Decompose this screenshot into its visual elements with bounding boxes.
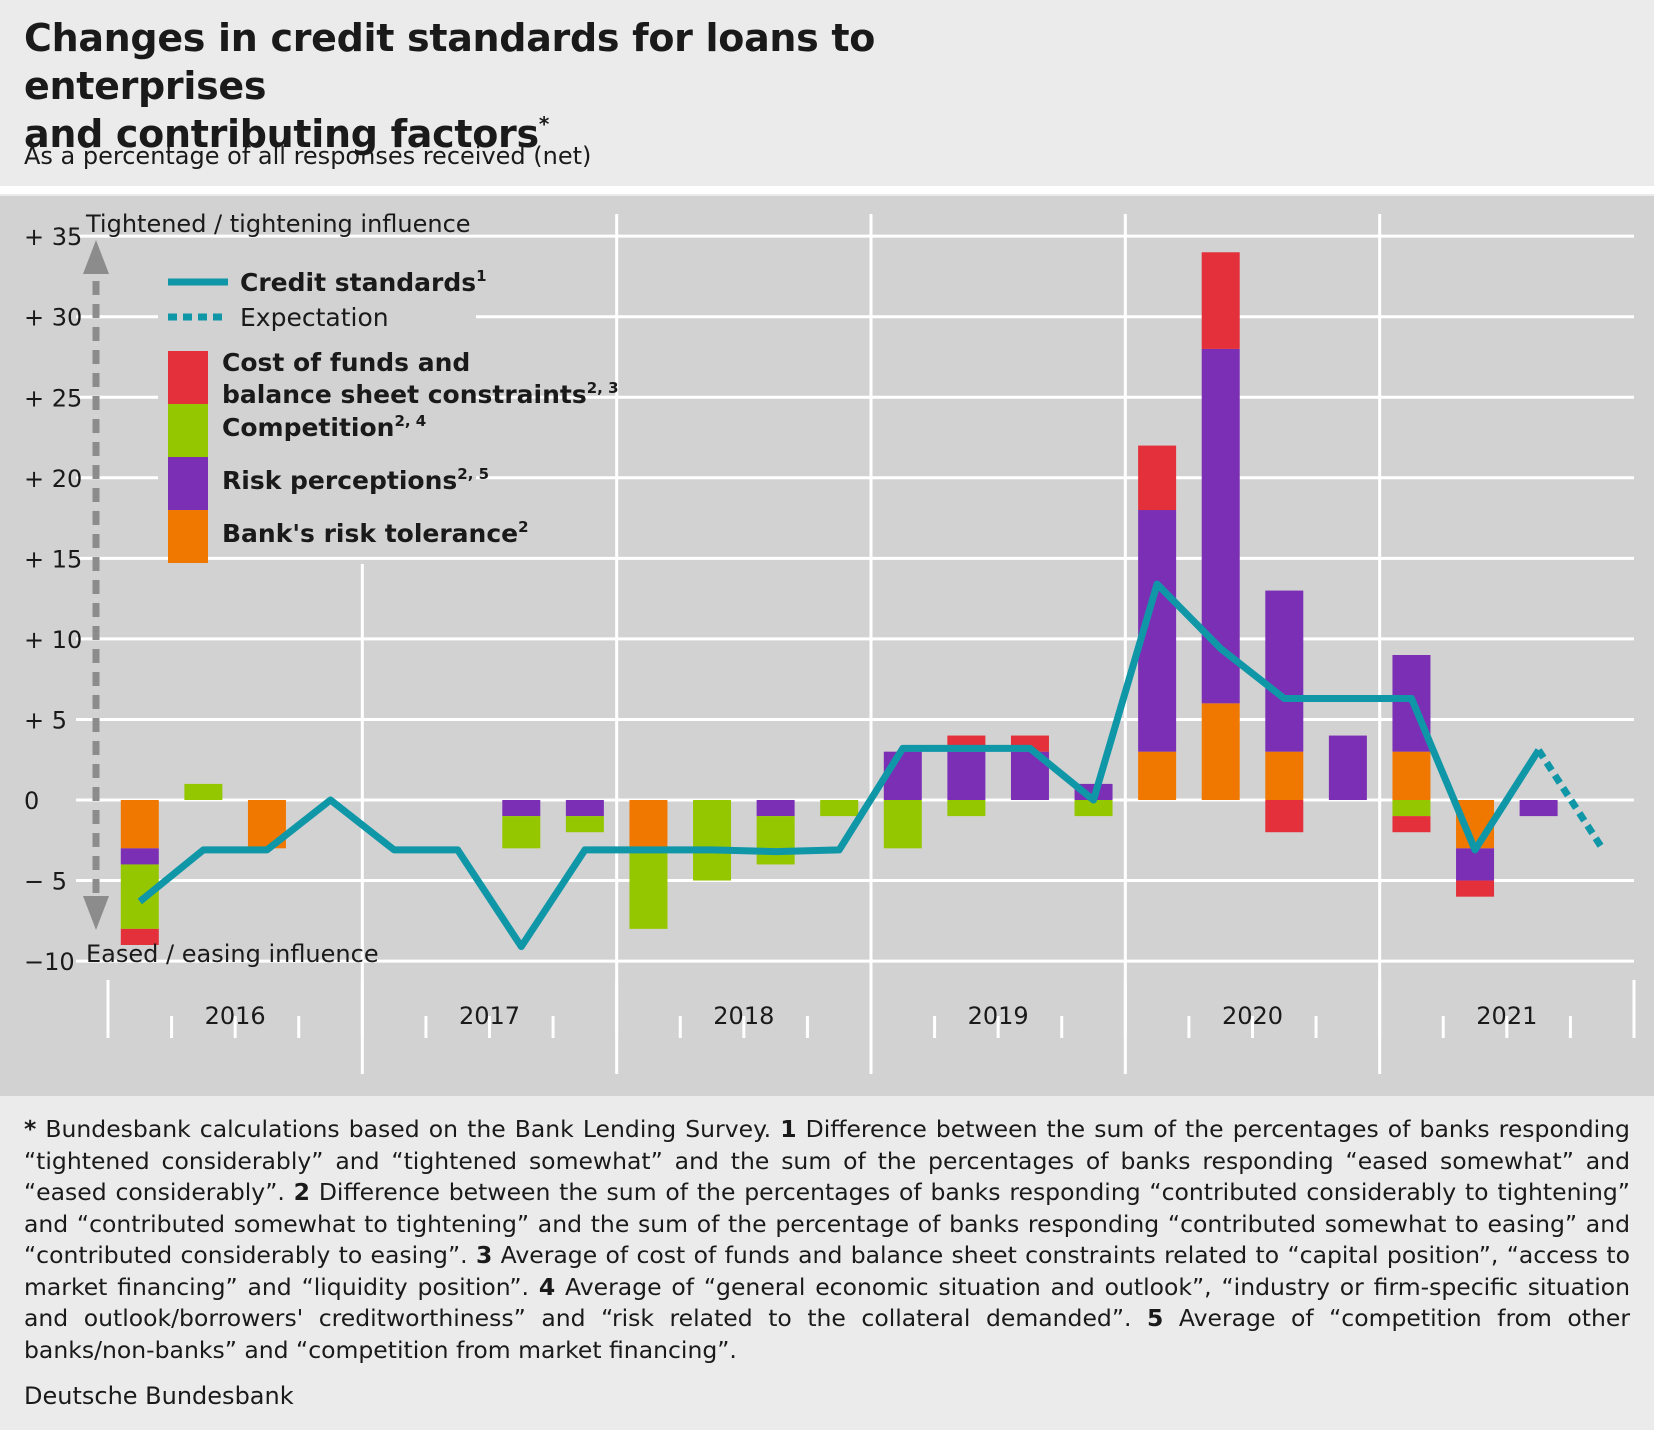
footnote-4-text: Average of “general economic situation a… (24, 1272, 1631, 1333)
source-label: Deutsche Bundesbank (24, 1382, 294, 1410)
top-divider (0, 186, 1654, 194)
x-year-label: 2019 (968, 1002, 1029, 1030)
arrow-up-head (83, 240, 109, 274)
y-tick-label: + 5 (24, 706, 67, 734)
legend-label-credit-standards: Credit standards1 (240, 267, 487, 297)
bar-segment (120, 800, 159, 849)
chart-title-line-2: and contributing factors* (24, 110, 1124, 158)
bar-segment (120, 928, 159, 945)
y-tick-label: − 5 (24, 868, 67, 896)
footnote-1-text: Difference between the sum of the percen… (24, 1115, 1630, 1206)
legend-label-competition: Competition2, 4 (222, 412, 426, 442)
bar-segment (184, 783, 223, 800)
x-year-label: 2016 (205, 1002, 266, 1030)
footnote-3-text: Average of cost of funds and balance she… (24, 1241, 1630, 1301)
bar-segment (947, 751, 986, 800)
x-year-label: 2020 (1222, 1002, 1283, 1030)
legend-swatch-risk-tolerance (168, 510, 208, 563)
bar-segment (756, 816, 795, 865)
footnote-star-text: Bundesbank calculations based on the Ban… (36, 1115, 781, 1143)
credit-standards-line (137, 580, 1542, 951)
bar-segment (820, 800, 859, 817)
bar-segment (502, 800, 541, 817)
chart-title-line-1: Changes in credit standards for loans to… (24, 16, 876, 108)
legend-label-risk-perceptions: Risk perceptions2, 5 (222, 465, 489, 495)
expectation-line (1535, 748, 1606, 851)
footnote-4-number: 4 (538, 1272, 556, 1301)
footnote-2-number: 2 (293, 1178, 311, 1206)
bar-segment (1392, 816, 1431, 833)
y-tick-label: + 25 (24, 384, 82, 412)
y-tick-label: 0 (24, 787, 39, 815)
chart-title-line-2-text: and contributing factors (24, 112, 539, 156)
bar-segment (947, 800, 986, 817)
legend-label-superscript: 2, 4 (394, 412, 426, 430)
footnote: * Bundesbank calculations based on the B… (24, 1114, 1630, 1366)
legend-label-cost-of-funds: Cost of funds and (222, 348, 470, 377)
bar-segment (1456, 880, 1495, 897)
y-tick-label: + 10 (24, 626, 82, 654)
legend-swatch-competition (168, 404, 208, 457)
bar-segment (1392, 800, 1431, 817)
bar-segment (1138, 751, 1177, 800)
legend-label-superscript: 1 (476, 267, 486, 285)
legend-label-superscript: 2, 5 (457, 465, 489, 483)
bar-segment (1328, 735, 1367, 800)
bar-segment (629, 848, 668, 929)
bar-segment (120, 848, 159, 865)
chart-title: Changes in credit standards for loans to… (24, 14, 1124, 158)
axis-annotation-eased: Eased / easing influence (86, 940, 379, 968)
legend-label-superscript: 2, 3 (587, 379, 619, 397)
footnote-1-number: 1 (780, 1115, 797, 1143)
x-year-label: 2017 (459, 1002, 520, 1030)
bars-layer (120, 252, 1558, 945)
bar-segment (883, 800, 922, 849)
legend-swatch-risk-perceptions (168, 457, 208, 510)
arrow-down-head (83, 896, 109, 930)
bar-segment (883, 751, 922, 800)
legend-label-risk-tolerance: Bank's risk tolerance2 (222, 518, 529, 548)
bar-segment (120, 864, 159, 929)
legend-label-cost-of-funds-line-2: balance sheet constraints2, 3 (222, 379, 619, 409)
bar-segment (693, 800, 732, 881)
bar-segment (565, 800, 604, 817)
x-year-label: 2018 (713, 1002, 774, 1030)
chart: + 35 + 30 + 25 + 20 + 15 + 10 + 5 0 − 5 −10 Tighte… (24, 210, 1636, 1074)
axis-layer: + 35 + 30 + 25 + 20 + 15 + 10 + 5 0 − 5 −10 Tighte… (24, 210, 1636, 1038)
y-tick-label: + 15 (24, 545, 82, 573)
legend: Credit standards1 Expectation Cost of fund… (158, 238, 619, 563)
bar-segment (1265, 800, 1304, 833)
y-tick-label: + 20 (24, 465, 82, 493)
footnote-2-text: Difference between the sum of the percen… (24, 1178, 1630, 1269)
y-tick-label: + 35 (24, 223, 82, 251)
bar-segment (1392, 751, 1431, 800)
bar-segment (565, 816, 604, 833)
y-tick-label: −10 (24, 948, 75, 976)
footnote-3-number: 3 (475, 1241, 493, 1269)
chart-subtitle: As a percentage of all responses receive… (24, 142, 592, 170)
bar-segment (502, 816, 541, 849)
bar-segment (1201, 703, 1240, 800)
legend-label-superscript: 2 (518, 518, 528, 536)
axis-annotation-tightened: Tightened / tightening influence (85, 210, 471, 238)
bar-segment (756, 800, 795, 817)
legend-swatch-cost-of-funds (168, 351, 208, 404)
legend-label-expectation: Expectation (240, 303, 389, 332)
footnote-5-number: 5 (1147, 1304, 1164, 1332)
bar-segment (1074, 800, 1113, 817)
bar-segment (1519, 800, 1558, 817)
bar-segment (1456, 848, 1495, 881)
chart-title-footnote-marker: * (538, 112, 549, 137)
bar-segment (1138, 445, 1177, 511)
bar-segment (1265, 751, 1304, 800)
footnote-5-text: Average of “competition from other banks… (24, 1304, 1630, 1364)
x-year-label: 2021 (1476, 1002, 1537, 1030)
footnote-star: * (24, 1115, 37, 1143)
bar-segment (1201, 252, 1240, 349)
bar-segment (1265, 590, 1304, 752)
bar-segment (629, 800, 668, 849)
y-tick-label: + 30 (24, 304, 82, 332)
line-layer (137, 580, 1606, 951)
